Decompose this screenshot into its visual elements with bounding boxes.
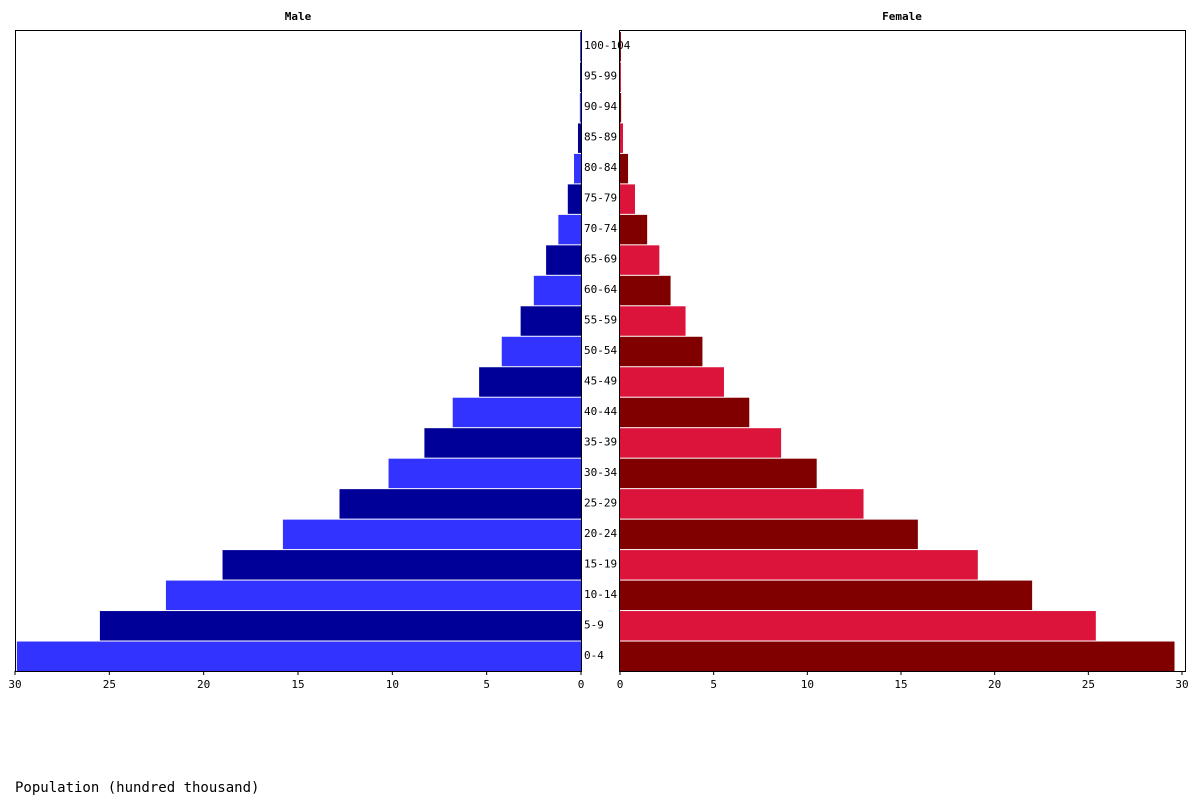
category-label: 25-29	[584, 496, 617, 509]
category-label: 100-104	[584, 39, 631, 52]
bar	[620, 458, 817, 489]
x-tick-label: 15	[894, 678, 907, 691]
bar	[620, 153, 629, 184]
category-label: 15-19	[584, 557, 617, 570]
bar	[501, 336, 581, 367]
panel-frame	[619, 30, 1186, 672]
x-tick-label: 15	[291, 678, 304, 691]
bar	[620, 428, 782, 458]
bar	[99, 611, 582, 641]
category-label: 40-44	[584, 405, 617, 418]
bar	[620, 275, 671, 306]
category-label: 85-89	[584, 131, 617, 144]
x-tick-label: 30	[1175, 678, 1188, 691]
bar	[620, 92, 622, 123]
bar	[620, 397, 750, 428]
category-label: 30-34	[584, 466, 617, 479]
category-label: 60-64	[584, 283, 617, 296]
category-label: 50-54	[584, 344, 617, 357]
bar	[577, 123, 581, 153]
category-label: 80-84	[584, 161, 617, 174]
bar	[165, 580, 581, 611]
x-tick-label: 10	[801, 678, 814, 691]
bar	[520, 306, 581, 336]
x-tick-label: 0	[578, 678, 585, 691]
bar	[339, 489, 581, 519]
category-label: 95-99	[584, 70, 617, 83]
category-label: 20-24	[584, 527, 617, 540]
bar	[388, 458, 581, 489]
bar	[620, 580, 1033, 611]
category-label: 90-94	[584, 100, 617, 113]
bar	[222, 550, 582, 580]
x-axis-label: Population (hundred thousand)	[15, 780, 259, 796]
bar	[620, 306, 686, 336]
bar	[574, 153, 581, 184]
category-label: 70-74	[584, 222, 617, 235]
bar	[620, 245, 660, 275]
category-label: 75-79	[584, 192, 617, 205]
x-tick-label: 20	[988, 678, 1001, 691]
bar	[567, 184, 581, 214]
bar	[620, 611, 1096, 641]
bar	[452, 397, 581, 428]
bar	[620, 519, 918, 550]
bar	[546, 245, 581, 275]
bar	[282, 519, 581, 550]
x-tick-label: 25	[103, 678, 116, 691]
category-label: 55-59	[584, 314, 617, 327]
bar	[620, 336, 703, 367]
category-label: 10-14	[584, 588, 617, 601]
bar	[620, 489, 864, 519]
bar	[620, 641, 1175, 671]
bar	[424, 428, 581, 458]
x-tick-label: 10	[386, 678, 399, 691]
bar	[580, 32, 581, 62]
x-tick-label: 0	[617, 678, 624, 691]
bar	[533, 275, 581, 306]
bar	[580, 62, 581, 92]
x-tick-label: 5	[483, 678, 490, 691]
bar	[620, 123, 623, 153]
category-label: 45-49	[584, 374, 617, 387]
x-tick-label: 25	[1082, 678, 1095, 691]
category-label: 35-39	[584, 435, 617, 448]
x-tick-label: 5	[710, 678, 717, 691]
bar	[620, 32, 621, 62]
bar	[620, 62, 621, 92]
bar	[579, 92, 581, 123]
bar	[620, 184, 635, 214]
bar	[620, 550, 978, 580]
category-label: 0-4	[584, 649, 604, 662]
category-label: 65-69	[584, 253, 617, 266]
x-tick-label: 30	[8, 678, 21, 691]
category-label: 5-9	[584, 618, 604, 631]
panel-title: Female	[882, 10, 922, 23]
bar	[16, 641, 582, 671]
panel-title: Male	[285, 10, 312, 23]
x-tick-label: 20	[197, 678, 210, 691]
bar	[479, 367, 581, 397]
bar	[620, 214, 648, 245]
bar	[558, 214, 581, 245]
bar	[620, 367, 724, 397]
